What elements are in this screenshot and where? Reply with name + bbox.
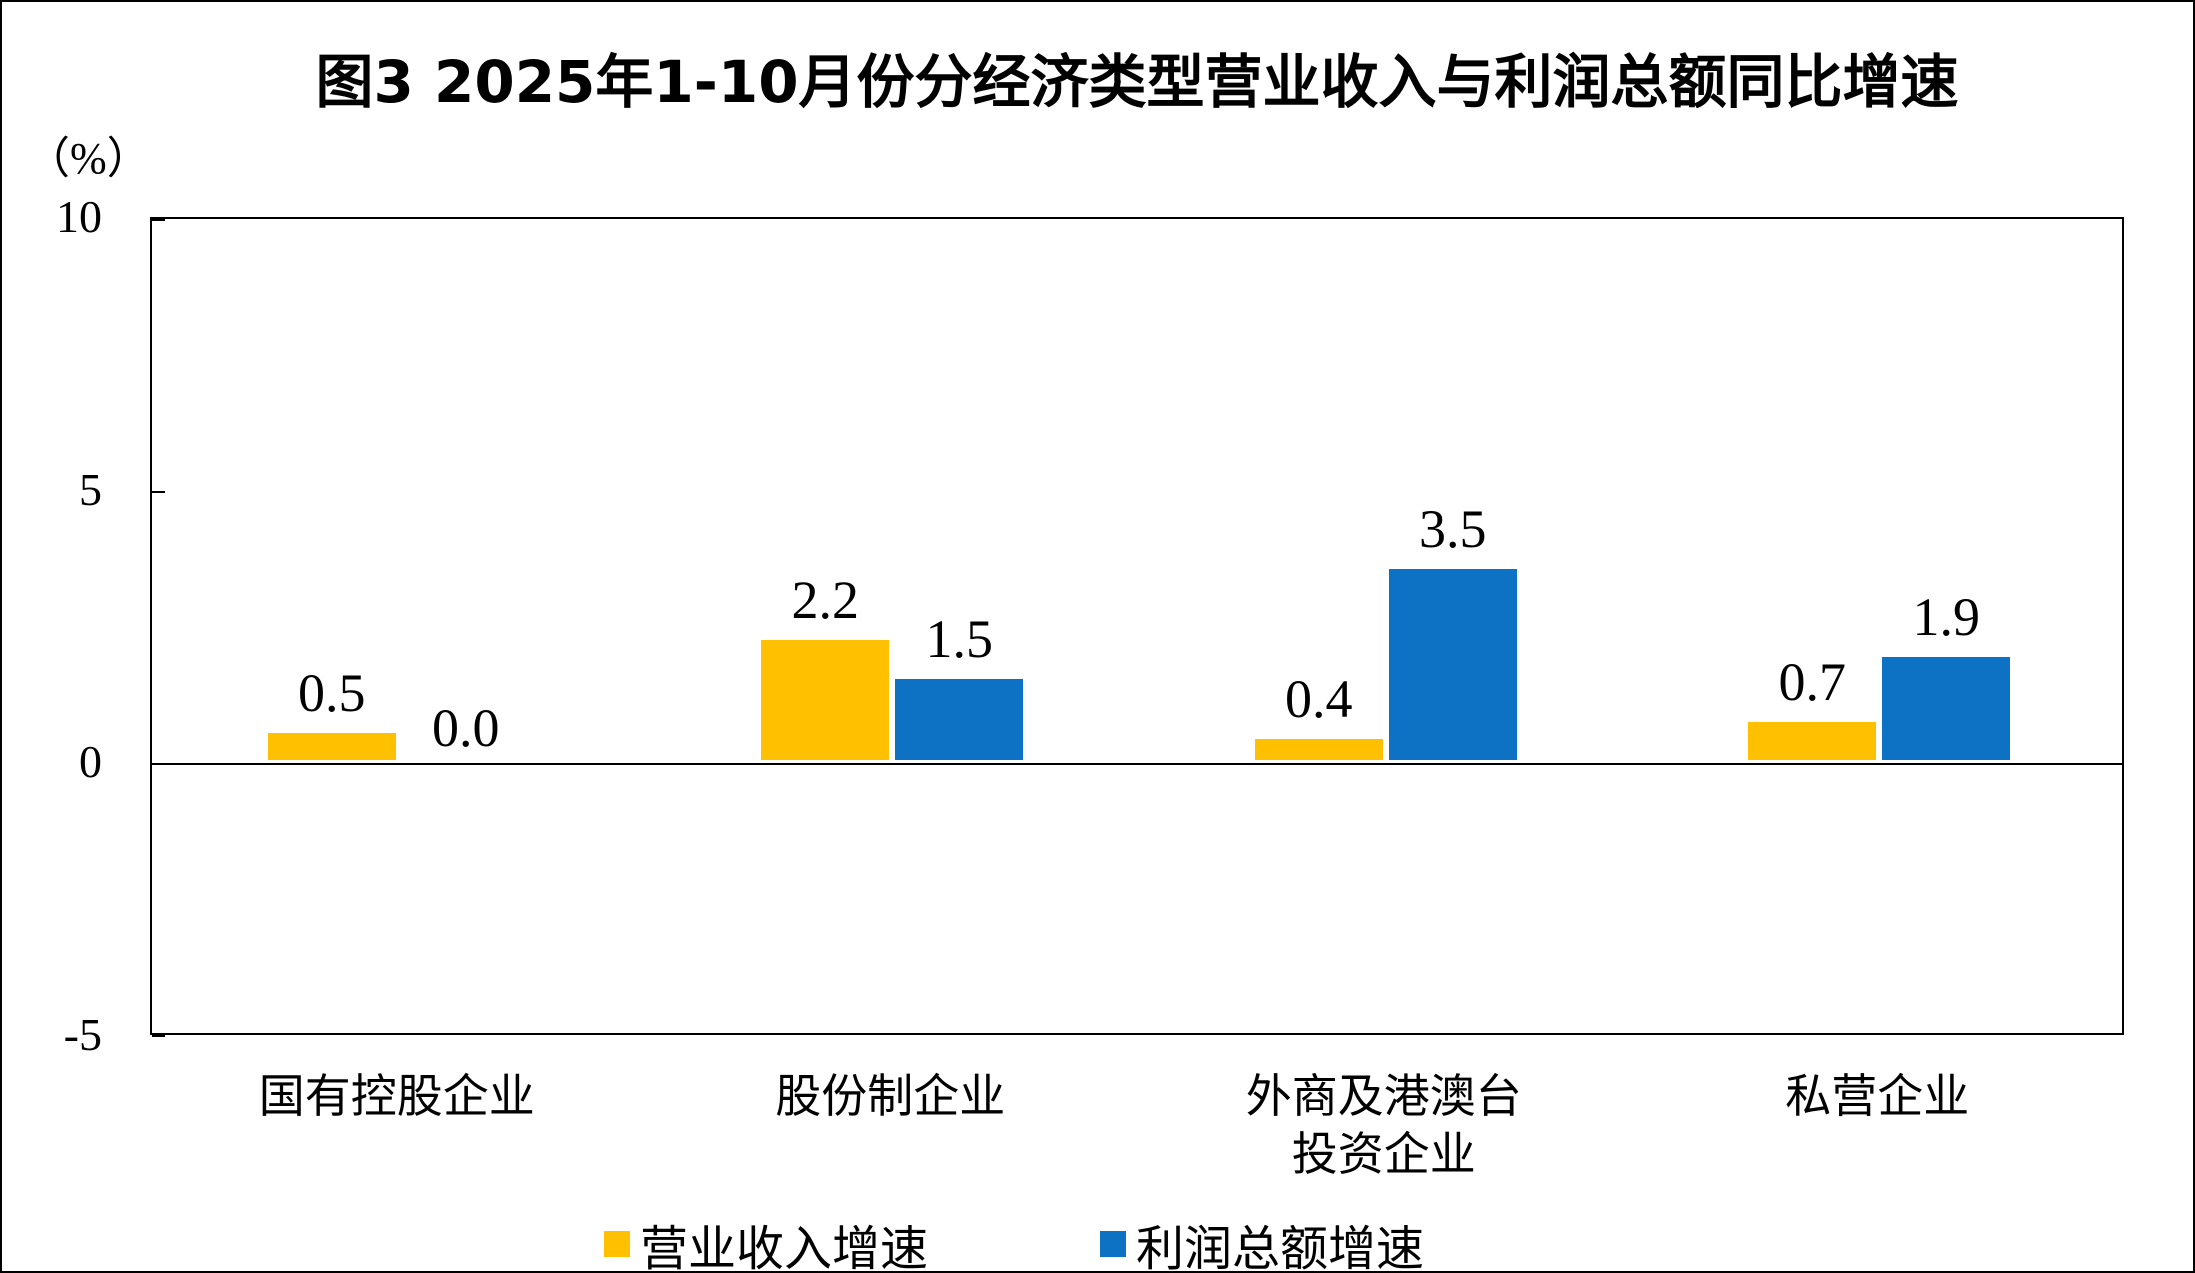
bar-revenue-1 [267, 733, 396, 761]
y-tick-label: -5 [63, 1009, 102, 1060]
legend-item-revenue: 营业收入增速 [604, 1212, 929, 1273]
y-tick-mark [152, 219, 165, 221]
legend-label: 营业收入增速 [640, 1223, 929, 1273]
bar-revenue-2 [761, 640, 890, 761]
category-label: 股份制企业 [775, 1071, 1006, 1122]
bar-revenue-3 [1254, 738, 1383, 761]
bar-value-label: 3.5 [1419, 499, 1487, 560]
legend-swatch [1100, 1231, 1126, 1257]
legend-swatch [604, 1231, 630, 1257]
x-axis-zero-line [152, 763, 2122, 766]
bar-value-label: 1.9 [1912, 586, 1981, 647]
y-tick-label: 5 [79, 463, 102, 515]
y-tick-label: 10 [56, 191, 102, 242]
bar-value-label: 0.7 [1778, 652, 1847, 713]
category-label: 国有控股企业 [258, 1071, 535, 1122]
bar-value-label: 0.0 [432, 698, 500, 759]
bar-profit-3 [1388, 569, 1517, 761]
legend-label: 利润总额增速 [1136, 1223, 1425, 1273]
bar-revenue-4 [1748, 722, 1877, 761]
bar-profit-4 [1882, 656, 2011, 761]
chart-title: 图3 2025年1-10月份分经济类型营业收入与利润总额同比增速 [315, 48, 1959, 116]
bar-value-label: 0.5 [298, 663, 366, 724]
category-label: 外商及港澳台 投资企业 [1245, 1071, 1522, 1180]
y-tick-mark [152, 1035, 165, 1037]
y-tick-mark [152, 490, 165, 493]
legend-item-profit: 利润总额增速 [1100, 1212, 1425, 1273]
bar-value-label: 2.2 [791, 570, 860, 631]
bar-value-label: 0.4 [1285, 668, 1353, 729]
plot-area: 0.5 2.2 0.4 0.7 0.0 1.5 3.5 1.9 [150, 217, 2124, 1037]
category-label: 私营企业 [1785, 1071, 1970, 1122]
y-axis-unit-label: （%） [26, 134, 151, 183]
bar-profit-2 [895, 678, 1024, 761]
y-tick-label: 0 [79, 736, 102, 788]
bar-value-label: 1.5 [925, 608, 994, 669]
